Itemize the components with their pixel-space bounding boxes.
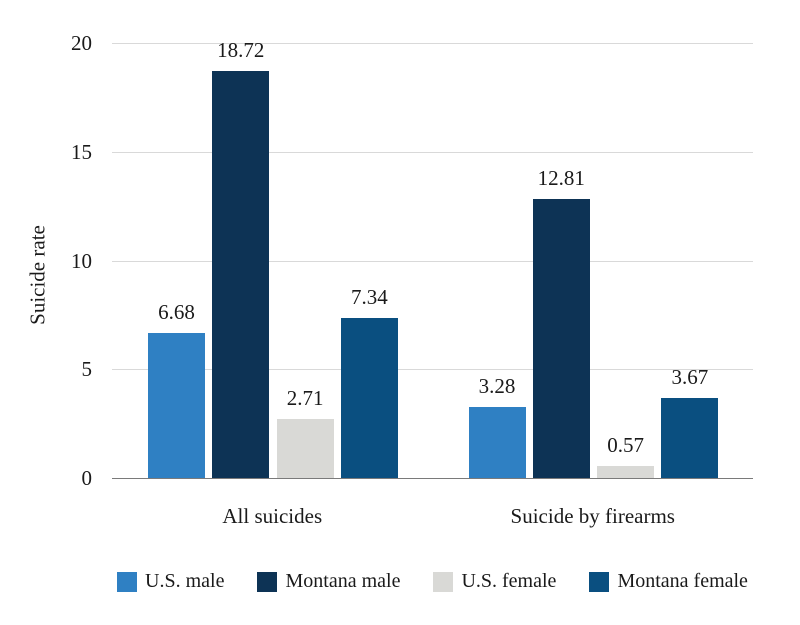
bar-u-s-male-suicide-by-firearms <box>468 406 526 478</box>
plot-area: 6.68 18.72 2.71 7.34 3.28 12.81 0.57 3.67 <box>112 37 753 479</box>
y-tick-label-0: 0 <box>81 466 93 490</box>
bar-montana-male-all-suicides <box>212 70 270 478</box>
legend-item-u-s-male: U.S. male <box>117 570 224 593</box>
bar-montana-male-suicide-by-firearms <box>532 199 590 478</box>
bar-montana-female-suicide-by-firearms <box>661 398 719 478</box>
value-label: 7.34 <box>351 285 388 310</box>
legend-swatch-icon <box>433 571 454 592</box>
value-label: 3.28 <box>478 373 516 398</box>
gridline-y-5 <box>112 369 753 371</box>
legend-swatch-icon <box>117 571 138 592</box>
legend-label: U.S. male <box>145 570 225 592</box>
value-label: 6.68 <box>158 299 195 324</box>
y-tick-label-5: 5 <box>81 357 93 382</box>
bar-u-s-male-all-suicides <box>148 332 205 478</box>
legend: U.S. male Montana male U.S. female Montana … <box>112 570 753 593</box>
y-tick-label-10: 10 <box>71 248 92 273</box>
value-label: 18.72 <box>217 37 265 62</box>
legend-label: Montana female <box>617 570 748 592</box>
value-label: 0.57 <box>607 432 644 457</box>
legend-label: U.S. female <box>461 570 557 592</box>
legend-label: Montana male <box>285 570 401 592</box>
bar-u-s-female-suicide-by-firearms <box>597 465 655 478</box>
legend-item-montana-male: Montana male <box>257 570 400 593</box>
legend-swatch-icon <box>257 571 278 592</box>
gridline-y-10 <box>112 260 753 262</box>
x-axis-line <box>112 477 753 479</box>
category-label-all-suicides: All suicides <box>222 504 323 528</box>
value-label: 2.71 <box>286 386 324 411</box>
legend-item-montana-female: Montana female <box>589 570 748 593</box>
y-tick-label-20: 20 <box>71 31 92 55</box>
category-label-suicide-by-firearms: Suicide by firearms <box>510 504 675 528</box>
bar-montana-female-all-suicides <box>340 318 398 478</box>
y-tick-label-15: 15 <box>71 139 92 164</box>
legend-item-u-s-female: U.S. female <box>433 570 556 593</box>
gridline-y-15 <box>112 151 753 153</box>
gridline-y-20 <box>112 43 753 44</box>
y-axis-label: Suicide rate <box>25 225 50 325</box>
legend-swatch-icon <box>589 571 610 592</box>
bar-u-s-female-all-suicides <box>276 419 334 478</box>
value-label: 12.81 <box>537 166 585 191</box>
value-label: 3.67 <box>671 365 709 390</box>
